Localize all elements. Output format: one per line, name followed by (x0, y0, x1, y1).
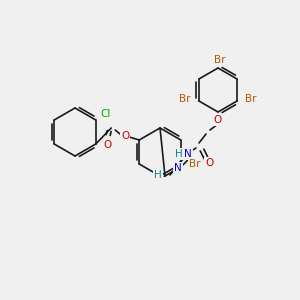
Text: O: O (121, 131, 129, 141)
Text: H: H (175, 149, 183, 159)
Text: O: O (103, 140, 111, 150)
Text: Cl: Cl (100, 109, 111, 119)
Text: Br: Br (179, 94, 191, 104)
Text: N: N (174, 163, 182, 173)
Text: H: H (154, 170, 162, 180)
Text: O: O (214, 115, 222, 125)
Text: Br: Br (189, 159, 200, 169)
Text: N: N (184, 149, 192, 159)
Text: Br: Br (214, 55, 226, 65)
Text: Br: Br (245, 94, 257, 104)
Text: O: O (205, 158, 213, 168)
